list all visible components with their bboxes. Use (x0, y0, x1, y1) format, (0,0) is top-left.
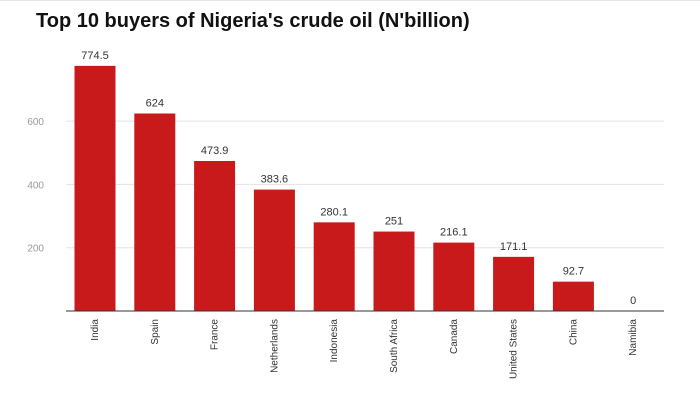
x-tick-label: Namibia (628, 319, 639, 356)
data-label: 383.6 (261, 174, 289, 186)
data-label: 92.7 (563, 266, 584, 278)
data-label: 473.9 (201, 145, 229, 157)
data-label: 251 (385, 216, 403, 228)
x-tick-label: Netherlands (269, 319, 280, 373)
top-divider (0, 0, 700, 1)
bar (194, 161, 236, 311)
bar (253, 189, 295, 311)
y-tick-label: 200 (27, 244, 44, 255)
x-tick-label: China (568, 319, 579, 346)
y-tick-label: 400 (27, 180, 44, 191)
bar (493, 256, 535, 311)
data-label: 171.1 (500, 241, 528, 253)
data-label: 624 (146, 98, 164, 110)
x-tick-label: France (210, 319, 221, 351)
bar (134, 113, 176, 311)
data-label: 774.5 (81, 50, 109, 62)
x-tick-label: United States (509, 319, 520, 379)
bar (552, 281, 594, 311)
bar (313, 222, 355, 311)
bar (373, 231, 415, 311)
x-tick-label: India (90, 319, 101, 341)
bar (433, 242, 475, 311)
x-tick-label: Indonesia (329, 319, 340, 363)
data-label: 280.1 (320, 206, 348, 218)
x-tick-label: Canada (449, 319, 460, 354)
bar (74, 65, 116, 311)
data-label: 216.1 (440, 227, 468, 239)
data-label: 0 (630, 295, 636, 307)
x-tick-label: South Africa (389, 319, 400, 373)
x-tick-label: Spain (150, 319, 161, 345)
chart-title: Top 10 buyers of Nigeria's crude oil (N'… (36, 10, 470, 32)
y-tick-label: 600 (27, 117, 44, 128)
